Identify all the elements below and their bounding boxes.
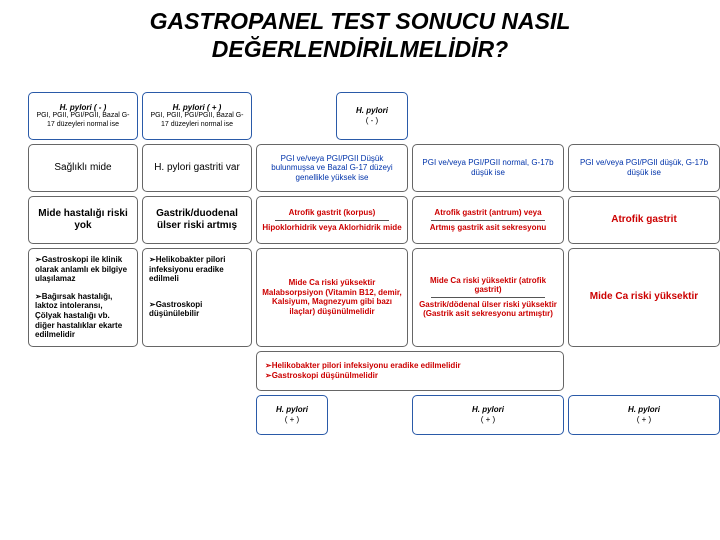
r3-c3: Atrofik gastrit (korpus) Hipoklorhidrik …	[256, 196, 408, 244]
hp-label: H. pylori ( + )	[173, 103, 222, 113]
hp-label: H. pylori	[276, 405, 308, 415]
cell-text: H. pylori gastriti var	[154, 162, 240, 174]
r3-c4: Atrofik gastrit (antrum) veya Artmış gas…	[412, 196, 564, 244]
header-col3b: H. pylori ( - )	[336, 92, 408, 140]
hp-label: H. pylori	[472, 405, 504, 415]
cell-text: Hipoklorhidrik veya Aklorhidrik mide	[262, 223, 401, 233]
r4-c4: Mide Ca riski yüksektir (atrofik gastrit…	[412, 248, 564, 347]
cell-text: PGI ve/veya PGI/PGII düşük, G-17b düşük …	[573, 158, 715, 177]
cell-text: Atrofik gastrit (korpus)	[289, 208, 376, 218]
header-col3a: H. pylori ( + )	[256, 395, 328, 435]
hp-sub: PGI, PGII, PGI/PGII, Bazal G-17 düzeyler…	[33, 112, 133, 129]
hp-sign: ( + )	[285, 415, 299, 425]
hp-sign: ( + )	[481, 415, 495, 425]
r4-c2: ➢Helikobakter pilori infeksiyonu eradike…	[142, 248, 252, 347]
cell-text: PGI ve/veya PGI/PGII Düşük bulunmuşsa ve…	[261, 154, 403, 183]
header-col5: H. pylori ( + )	[568, 395, 720, 435]
hp-label: H. pylori	[628, 405, 660, 415]
r2-c1: Sağlıklı mide	[28, 144, 138, 192]
cell-text: Gastrik/dödenal ülser riski yüksektir (G…	[417, 300, 559, 319]
cell-text: Artmış gastrik asit sekresyonu	[430, 223, 547, 233]
hp-sign: ( - )	[366, 116, 378, 126]
header-col2: H. pylori ( + ) PGI, PGII, PGI/PGII, Baz…	[142, 92, 252, 140]
cell-text: Gastrik/duodenal ülser riski artmış	[147, 208, 247, 232]
header-col4: H. pylori ( + )	[412, 395, 564, 435]
r5-wide: ➢Helikobakter pilori infeksiyonu eradike…	[256, 351, 564, 391]
cell-text: ➢Gastroskopi düşünülmelidir	[265, 371, 378, 381]
cell-text: Mide Ca riski yüksektir	[590, 291, 698, 303]
hp-label: H. pylori ( - )	[60, 103, 107, 113]
page-title: GASTROPANEL TEST SONUCU NASIL DEĞERLENDİ…	[0, 0, 720, 67]
cell-text: ➢Gastroskopi ile klinik olarak anlamlı e…	[35, 255, 131, 284]
r3-c1: Mide hastalığı riski yok	[28, 196, 138, 244]
divider	[275, 220, 389, 221]
cell-text: Atrofik gastrit	[611, 214, 677, 226]
cell-text: ➢Helikobakter pilori infeksiyonu eradike…	[265, 361, 461, 371]
cell-text: Mide hastalığı riski yok	[33, 208, 133, 232]
hp-sign: ( + )	[637, 415, 651, 425]
cell-text: Mide Ca riski yüksektir Malabsorpsiyon (…	[261, 278, 403, 316]
r4-c1: ➢Gastroskopi ile klinik olarak anlamlı e…	[28, 248, 138, 347]
r4-c5: Mide Ca riski yüksektir	[568, 248, 720, 347]
r2-c5: PGI ve/veya PGI/PGII düşük, G-17b düşük …	[568, 144, 720, 192]
cell-text: ➢Gastroskopi düşünülebilir	[149, 300, 245, 319]
cell-text: Sağlıklı mide	[54, 162, 111, 174]
r2-c3: PGI ve/veya PGI/PGII Düşük bulunmuşsa ve…	[256, 144, 408, 192]
r2-c4: PGI ve/veya PGI/PGII normal, G-17b düşük…	[412, 144, 564, 192]
cell-text: PGI ve/veya PGI/PGII normal, G-17b düşük…	[417, 158, 559, 177]
hp-sub: PGI, PGII, PGI/PGII, Bazal G-17 düzeyler…	[147, 112, 247, 129]
header-col1: H. pylori ( - ) PGI, PGII, PGI/PGII, Baz…	[28, 92, 138, 140]
cell-text: Mide Ca riski yüksektir (atrofik gastrit…	[417, 276, 559, 295]
cell-text: ➢Helikobakter pilori infeksiyonu eradike…	[149, 255, 245, 284]
divider	[431, 297, 545, 298]
cell-text: ➢Bağırsak hastalığı, laktoz intoleransı,…	[35, 292, 131, 340]
r2-c2: H. pylori gastriti var	[142, 144, 252, 192]
hp-label: H. pylori	[356, 106, 388, 116]
cell-text: Atrofik gastrit (antrum) veya	[434, 208, 541, 218]
r3-c2: Gastrik/duodenal ülser riski artmış	[142, 196, 252, 244]
r3-c5: Atrofik gastrit	[568, 196, 720, 244]
divider	[431, 220, 545, 221]
r4-c3: Mide Ca riski yüksektir Malabsorpsiyon (…	[256, 248, 408, 347]
flowchart-grid: H. pylori ( - ) PGI, PGII, PGI/PGII, Baz…	[28, 92, 720, 435]
